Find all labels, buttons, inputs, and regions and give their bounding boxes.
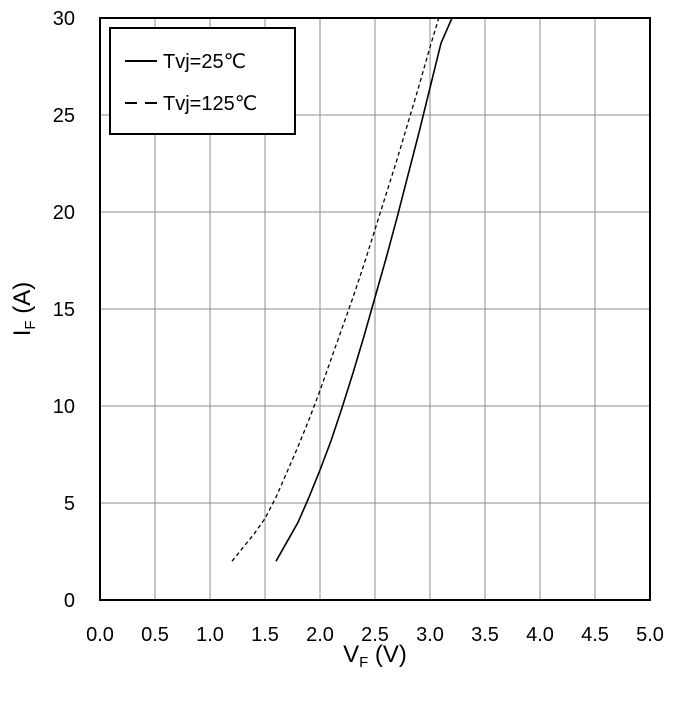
y-axis-title-sub: F	[22, 320, 39, 329]
y-tick-labels: 0 5 10 15 20 25 30	[53, 8, 75, 612]
x-tick-label-7: 3.5	[471, 624, 499, 646]
x-tick-labels: 0.0 0.5 1.0 1.5 2.0 2.5 3.0 3.5 4.0 4.5 5.0	[86, 624, 664, 646]
y-axis-title-main: I	[9, 330, 36, 337]
x-axis-title-sub: F	[359, 654, 368, 671]
y-axis-title: IF (A)	[9, 282, 39, 337]
legend: Tvj=25℃ Tvj=125℃	[109, 27, 296, 135]
y-tick-label-3: 15	[53, 299, 75, 321]
x-tick-label-9: 4.5	[581, 624, 609, 646]
x-tick-label-3: 1.5	[251, 624, 279, 646]
x-tick-label-5: 2.5	[361, 624, 389, 646]
x-tick-label-0: 0.0	[86, 624, 114, 646]
legend-label-tvj25: Tvj=25℃	[163, 51, 246, 73]
x-tick-label-2: 1.0	[196, 624, 224, 646]
x-tick-label-1: 0.5	[141, 624, 169, 646]
y-axis-title-unit: (A)	[9, 282, 36, 321]
y-tick-label-5: 25	[53, 105, 75, 127]
plot-frame	[99, 17, 651, 601]
x-tick-label-4: 2.0	[306, 624, 334, 646]
series-layer	[231, 17, 463, 562]
x-axis-title-main: V	[343, 641, 359, 668]
x-tick-label-10: 5.0	[636, 624, 664, 646]
x-tick-label-8: 4.0	[526, 624, 554, 646]
x-axis-title-unit: (V)	[368, 641, 407, 668]
series-line-0	[275, 17, 463, 562]
y-tick-label-1: 5	[64, 493, 75, 515]
x-axis-title: VF (V)	[343, 641, 407, 671]
y-tick-label-0: 0	[64, 590, 75, 612]
x-tick-label-6: 3.0	[416, 624, 444, 646]
y-tick-label-4: 20	[53, 202, 75, 224]
legend-label-tvj125: Tvj=125℃	[163, 93, 257, 115]
series-line-1	[231, 17, 440, 562]
legend-box	[109, 27, 296, 135]
y-tick-label-2: 10	[53, 396, 75, 418]
y-tick-label-6: 30	[53, 8, 75, 30]
